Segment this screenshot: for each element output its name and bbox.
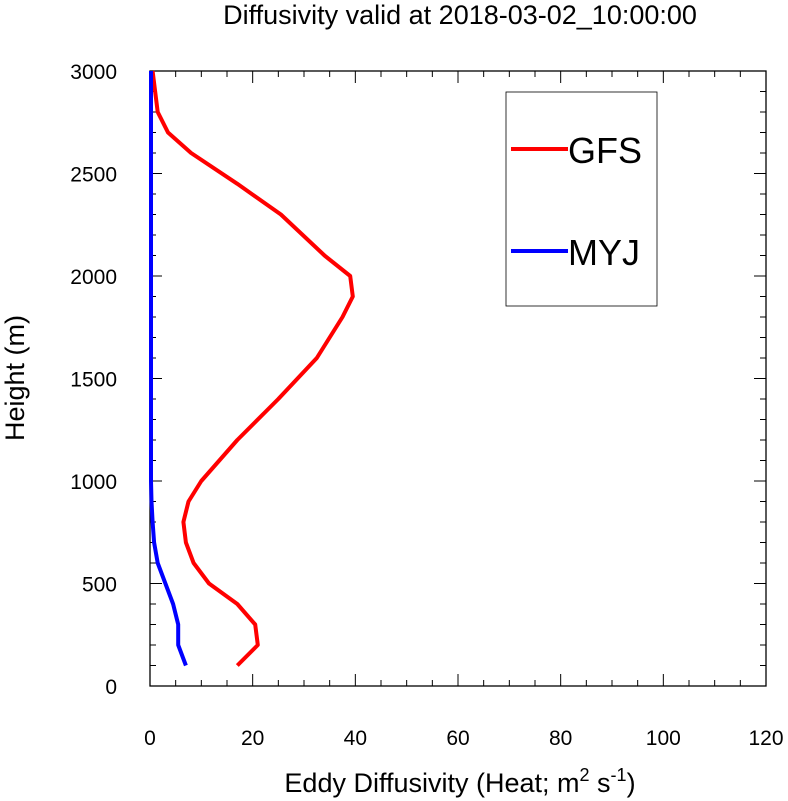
series-lines (149, 70, 355, 667)
y-tick-label: 1500 (70, 369, 117, 392)
x-tick-label: 20 (241, 727, 264, 750)
y-axis-title: Height (m) (0, 315, 30, 441)
plot-area (149, 70, 767, 687)
legend-label-gfs: GFS (568, 130, 642, 171)
legend-label-myj: MYJ (568, 232, 640, 273)
legend: GFS MYJ (505, 91, 658, 307)
y-tick-label: 2000 (70, 266, 117, 289)
x-axis-title-text: Eddy Diffusivity (Heat; m (284, 768, 579, 798)
y-tick-label: 0 (105, 676, 117, 699)
series-line-gfs (150, 70, 355, 667)
axis-ticks (149, 70, 767, 687)
x-axis-title-mid: s (590, 768, 611, 798)
legend-box (505, 91, 658, 307)
x-tick-labels: 0 20 40 60 80 100 120 (144, 727, 783, 750)
y-tick-label: 500 (82, 574, 117, 597)
x-tick-label: 80 (549, 727, 572, 750)
x-tick-label: 60 (446, 727, 469, 750)
x-axis-title-end: ) (627, 768, 636, 798)
y-tick-label: 1000 (70, 471, 117, 494)
chart-title: Diffusivity valid at 2018-03-02_10:00:00 (223, 0, 697, 30)
y-tick-label: 2500 (70, 164, 117, 187)
x-tick-label: 0 (144, 727, 156, 750)
x-axis-title-sup-2: -1 (611, 765, 627, 785)
series-line-myj (149, 71, 188, 667)
x-axis-title-sup-1: 2 (580, 765, 590, 785)
x-axis-title: Eddy Diffusivity (Heat; m2 s-1) (284, 765, 635, 798)
x-tick-label: 120 (748, 727, 783, 750)
x-tick-label: 40 (344, 727, 367, 750)
y-tick-labels: 0 500 1000 1500 2000 2500 3000 (70, 61, 117, 699)
x-tick-label: 100 (646, 727, 681, 750)
y-tick-label: 3000 (70, 61, 117, 84)
